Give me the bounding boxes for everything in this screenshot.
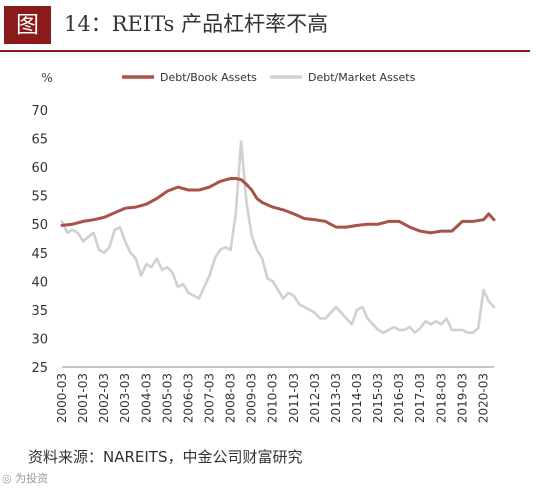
y-tick-label: 45	[31, 247, 48, 262]
header-divider	[0, 50, 530, 52]
x-tick-label: 2019-03	[455, 373, 469, 423]
y-tick-label: 30	[31, 332, 48, 347]
y-axis-unit-label: %	[41, 71, 52, 85]
legend: Debt/Book Assets Debt/Market Assets	[122, 71, 416, 84]
x-tick-label: 2018-03	[434, 373, 448, 423]
series-line-debt-book-assets	[60, 177, 496, 235]
series-layer	[60, 140, 496, 335]
x-tick-label: 2020-03	[476, 373, 490, 423]
y-tick-label: 40	[31, 275, 48, 290]
y-tick-label: 70	[31, 104, 48, 119]
legend-label: Debt/Market Assets	[308, 71, 416, 84]
figure-label-box: 图	[4, 6, 51, 44]
y-tick-label: 35	[31, 304, 48, 319]
x-tick-label: 2014-03	[350, 373, 364, 423]
y-tick-label: 25	[31, 361, 48, 376]
y-tick-label: 55	[31, 190, 48, 205]
x-tick-label: 2001-03	[76, 373, 90, 423]
x-tick-label: 2017-03	[413, 373, 427, 423]
legend-label: Debt/Book Assets	[160, 71, 257, 84]
x-tick-label: 2006-03	[181, 373, 195, 423]
x-tick-label: 2002-03	[97, 373, 111, 423]
x-tick-label: 2003-03	[118, 373, 132, 423]
x-tick-label: 2000-03	[55, 373, 69, 423]
y-axis: % 25 30 35 40 45 50 55 60 65 70	[31, 71, 52, 376]
x-tick-label: 2011-03	[287, 373, 301, 423]
x-tick-label: 2009-03	[245, 373, 259, 423]
x-tick-label: 2007-03	[203, 373, 217, 423]
x-tick-label: 2008-03	[224, 373, 238, 423]
y-tick-label: 65	[31, 133, 48, 148]
x-tick-label: 2015-03	[371, 373, 385, 423]
x-tick-label: 2012-03	[308, 373, 322, 423]
x-tick-label: 2005-03	[160, 373, 174, 423]
x-axis: 2000-03 2001-03 2002-03 2003-03 2004-03 2005-…	[55, 366, 494, 423]
x-tick-label: 2010-03	[266, 373, 280, 423]
x-tick-label: 2013-03	[329, 373, 343, 423]
y-tick-label: 50	[31, 218, 48, 233]
y-tick-label: 60	[31, 161, 48, 176]
x-tick-label: 2004-03	[139, 373, 153, 423]
x-tick-label: 2016-03	[392, 373, 406, 423]
source-note: 资料来源：NAREITS，中金公司财富研究	[28, 448, 303, 466]
series-line-debt-market-assets	[60, 140, 496, 335]
line-chart: % 25 30 35 40 45 50 55 60 65 70 2000-03 2001-03 2002…	[31, 71, 496, 423]
watermark-text: ◎ 为投资	[2, 472, 49, 485]
figure-header: 图 14：REITs 产品杠杆率不高	[0, 0, 536, 52]
figure-title: 14：REITs 产品杠杆率不高	[64, 12, 329, 36]
